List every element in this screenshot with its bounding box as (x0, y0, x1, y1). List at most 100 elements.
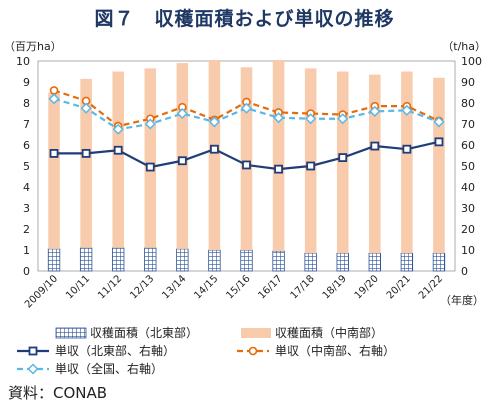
series-point-0 (81, 148, 91, 158)
y-right-tick-label: 80 (461, 97, 475, 110)
x-unit: （年度） (440, 293, 484, 307)
series-point-2 (433, 116, 445, 128)
x-tick-label: 13/14 (160, 273, 188, 301)
series-point-2 (80, 102, 92, 114)
y-right-tick-label: 0 (461, 265, 468, 278)
series-point-2 (273, 112, 285, 124)
series-point-0 (113, 145, 123, 155)
series-point-2 (369, 105, 381, 117)
bar-northeast (47, 248, 61, 272)
series-point-0 (242, 160, 251, 170)
bar-center-south (208, 59, 221, 251)
bar-northeast (144, 247, 157, 272)
y-right-unit: （t/ha） (442, 40, 486, 53)
legend-label: 単収（北東部、右軸） (55, 343, 175, 358)
x-tick-label: 19/20 (353, 273, 381, 301)
bar-northeast (304, 252, 317, 272)
bar-center-south (401, 71, 413, 254)
bar-center-south (112, 71, 124, 248)
y-right-tick-label: 100 (461, 55, 482, 68)
y-left-tick-label: 4 (23, 181, 30, 194)
bar-northeast (272, 250, 285, 272)
series-point-2 (112, 123, 124, 135)
bar-northeast (176, 248, 189, 272)
legend-swatch (241, 328, 271, 338)
y-right-tick-label: 50 (461, 160, 475, 173)
legend: 収穫面積（北東部） 収穫面積（中南部） 単収（北東部、右軸） 単収（中南部、右軸） 単収… (17, 325, 395, 376)
series-point-0 (434, 137, 444, 147)
bar-center-south (272, 59, 285, 252)
y-right-tick-label: 40 (461, 181, 475, 194)
bar-center-south (240, 67, 253, 250)
legend-marker (27, 363, 39, 375)
series-point-0 (402, 144, 412, 154)
bar-center-south (80, 78, 92, 248)
y-right-tick-label: 10 (461, 244, 475, 257)
x-tick-label: 14/15 (192, 273, 220, 301)
series-point-2 (48, 93, 60, 105)
series-point-0 (145, 162, 155, 172)
x-tick-label: 2009/10 (23, 273, 60, 310)
series-point-2 (144, 118, 156, 130)
y-right-tick-label: 30 (461, 202, 475, 215)
axes: 0123456789100102030405060708090100（百万ha）… (4, 40, 486, 310)
legend-label: 収穫面積（中南部） (275, 325, 383, 340)
y-left-tick-label: 3 (23, 202, 30, 215)
series-point-2 (337, 113, 349, 125)
bar-northeast (208, 249, 221, 272)
series-point-0 (274, 164, 283, 174)
series-point-2 (401, 104, 413, 116)
legend-label: 単収（全国、右軸） (55, 361, 163, 376)
series-point-0 (370, 141, 380, 151)
y-right-tick-label: 90 (461, 76, 475, 89)
series-point-2 (240, 102, 253, 114)
series-point-0 (306, 161, 316, 171)
y-left-tick-label: 1 (23, 244, 30, 257)
x-tick-label: 20/21 (385, 273, 413, 301)
series-point-2 (208, 116, 220, 128)
bar-center-south (433, 77, 445, 254)
y-left-tick-label: 2 (23, 223, 30, 236)
legend-marker (248, 346, 258, 356)
series-point-0 (177, 156, 187, 166)
bar-northeast (400, 252, 414, 272)
y-left-unit: （百万ha） (4, 40, 62, 53)
y-left-tick-label: 6 (23, 139, 30, 152)
legend-label: 単収（中南部、右軸） (275, 343, 395, 358)
x-tick-label: 12/13 (128, 273, 156, 301)
y-left-tick-label: 8 (23, 97, 30, 110)
bar-center-south (304, 68, 317, 254)
x-tick-label: 15/16 (224, 273, 252, 301)
series-point-2 (305, 113, 317, 125)
y-left-tick-label: 5 (23, 160, 30, 173)
bar-northeast (336, 252, 349, 272)
y-left-tick-label: 9 (23, 76, 30, 89)
y-left-tick-label: 7 (23, 118, 30, 131)
y-right-tick-label: 60 (461, 139, 475, 152)
bar-center-south (144, 68, 157, 248)
series-point-0 (210, 144, 219, 154)
series-point-0 (338, 153, 348, 163)
bar-center-south (48, 92, 60, 249)
bar-northeast (368, 252, 381, 272)
legend-swatch (55, 327, 87, 339)
source-note: 資料：CONAB (8, 384, 108, 402)
y-left-tick-label: 10 (16, 55, 30, 68)
legend-marker (28, 346, 38, 356)
chart-title: 図７ 収穫面積および単収の推移 (94, 8, 395, 30)
bar-center-south (176, 63, 189, 249)
bar-northeast (432, 252, 446, 272)
bar-center-south (336, 71, 349, 254)
y-left-tick-label: 0 (23, 265, 30, 278)
series-point-2 (176, 107, 188, 120)
bar-northeast (112, 247, 125, 272)
bar-northeast (240, 249, 253, 272)
x-tick-label: 11/12 (96, 273, 124, 301)
series-point-1 (49, 86, 59, 95)
bar-northeast (79, 247, 93, 272)
y-right-tick-label: 70 (461, 118, 475, 131)
x-tick-label: 17/18 (289, 273, 317, 301)
lines (48, 86, 445, 174)
legend-label: 収穫面積（北東部） (90, 325, 198, 340)
